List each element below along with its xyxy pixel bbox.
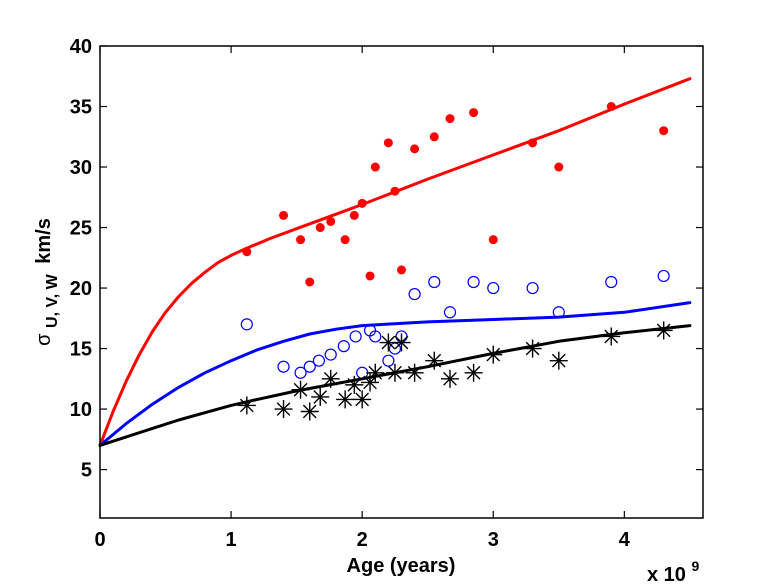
u-data-point (296, 235, 306, 245)
x-tick-label: 0 (94, 529, 105, 551)
w-data-point (464, 363, 483, 382)
y-tick-label: 35 (70, 97, 92, 119)
y-tick-label: 30 (70, 157, 92, 179)
u-data-point (554, 162, 564, 172)
u-data-point (279, 210, 289, 220)
v-data-point (277, 360, 290, 373)
v-data-point (408, 288, 421, 301)
y-tick-label: 20 (70, 278, 92, 300)
v-data-point (294, 366, 307, 379)
x-multiplier-exponent: 9 (692, 558, 700, 574)
v-data-point (312, 354, 326, 367)
v-data-point (303, 360, 316, 373)
u-data-point (659, 126, 669, 136)
u-data-point (410, 144, 420, 154)
u-data-point (488, 235, 498, 245)
v-data-point (605, 275, 618, 289)
v-data-point (240, 318, 253, 331)
u-data-point (445, 114, 455, 124)
w-data-point (654, 321, 673, 340)
tick-layer: 0 1 2 3 4 5 10 15 20 25 30 35 40 (70, 36, 703, 551)
w-data-point (300, 402, 319, 421)
w-data-point (392, 333, 411, 352)
v-data-point (657, 269, 670, 283)
y-axis-label: σ U, V, W km/s (33, 218, 62, 346)
u-data-point (326, 216, 336, 226)
u-data-point (315, 223, 325, 233)
x-tick-label: 2 (357, 529, 368, 551)
x-tick-label: 3 (488, 529, 499, 551)
y-axis-label-unit: km/s (33, 218, 55, 264)
x-multiplier: x 10 9 (647, 558, 700, 584)
u-data-point (397, 265, 406, 275)
v-data-point (369, 330, 382, 343)
u-data-point (340, 235, 350, 245)
w-data-point (274, 400, 293, 419)
y-tick-label: 10 (70, 399, 92, 421)
v-data-point (428, 275, 441, 289)
y-tick-label: 15 (70, 339, 92, 361)
u-data-point (383, 138, 393, 148)
w-data-point (441, 369, 460, 388)
u-data-point (370, 162, 380, 172)
v-data-point (382, 354, 395, 367)
v-data-point (467, 275, 480, 289)
v-data-point (526, 281, 539, 295)
y-tick-label: 5 (81, 460, 92, 482)
u-data-point (429, 132, 439, 142)
x-multiplier-base: x 10 (647, 564, 686, 584)
w-data-point (311, 387, 330, 406)
series-layer (98, 77, 692, 447)
x-tick-label: 4 (619, 529, 631, 551)
u-dispersion-model-line (98, 77, 692, 447)
u-data-point (305, 277, 315, 287)
x-tick-label: 1 (226, 529, 237, 551)
w-data-point (549, 351, 568, 370)
v-data-point (337, 340, 350, 353)
plot-background (100, 46, 703, 518)
u-data-point (469, 108, 479, 118)
y-axis-label-subscript: U, V, W (44, 273, 61, 328)
v-data-point (324, 348, 337, 361)
x-axis-label: Age (years) (347, 555, 456, 577)
v-data-point (443, 306, 457, 319)
y-tick-label: 40 (70, 36, 92, 58)
y-axis-label-sigma: σ (33, 333, 55, 346)
v-data-point (487, 281, 500, 295)
u-data-point (349, 210, 359, 220)
v-dispersion-model-line (98, 301, 692, 447)
plot-frame (99, 45, 704, 519)
w-dispersion-model-line (98, 324, 692, 447)
v-data-point (349, 330, 362, 343)
y-tick-label: 25 (70, 218, 92, 240)
w-data-point (353, 390, 372, 409)
w-data-point (336, 390, 355, 409)
svg-text:σ U, V, W km/s: σ U, V, W km/s (33, 218, 62, 346)
u-data-point (365, 271, 375, 281)
